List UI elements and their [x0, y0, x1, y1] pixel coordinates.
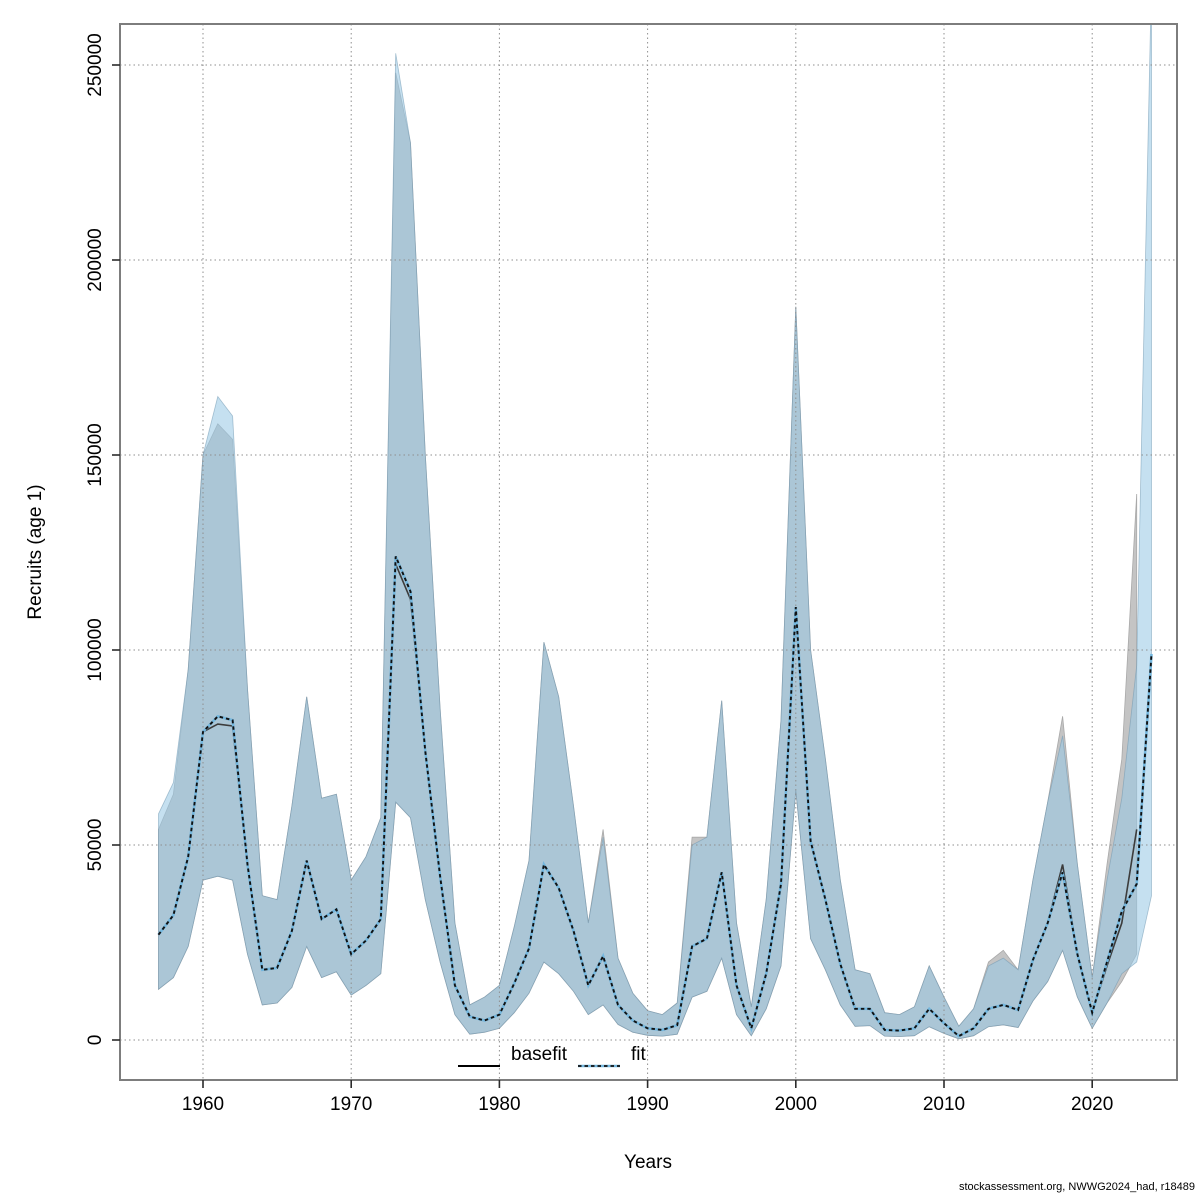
x-tick-label: 2010	[922, 1094, 966, 1115]
y-tick-label: 50000	[85, 818, 106, 872]
plot-area	[120, 24, 1177, 1080]
x-tick-label: 1960	[181, 1094, 225, 1115]
y-tick-label: 200000	[85, 228, 106, 292]
y-tick-label: 100000	[85, 618, 106, 682]
watermark-text: stockassessment.org, NWWG2024_had, r1848…	[958, 1181, 1195, 1193]
x-tick-label: 1970	[330, 1094, 373, 1115]
y-tick-label: 150000	[85, 423, 106, 487]
legend-basefit-label: basefit	[511, 1044, 567, 1065]
legend-fit-label: fit	[630, 1044, 646, 1065]
y-axis-label: Recruits (age 1)	[25, 484, 46, 620]
fit-line-underlay	[157, 555, 1153, 1038]
y-tick-label: 0	[85, 1034, 106, 1046]
x-tick-label: 2020	[1071, 1094, 1114, 1115]
y-tick-label: 250000	[85, 33, 106, 97]
legend-fit-line-sample	[577, 1053, 620, 1068]
x-tick-label: 1990	[626, 1094, 669, 1115]
fit-confidence-band	[158, 24, 1152, 1040]
legend-basefit-line-sample	[458, 1053, 500, 1067]
legend: basefit fit	[458, 1044, 646, 1068]
x-tick-label: 2000	[774, 1094, 817, 1115]
x-axis-label: Years	[624, 1152, 672, 1173]
x-tick-label: 1980	[478, 1094, 521, 1115]
plot-border	[119, 23, 1178, 1081]
